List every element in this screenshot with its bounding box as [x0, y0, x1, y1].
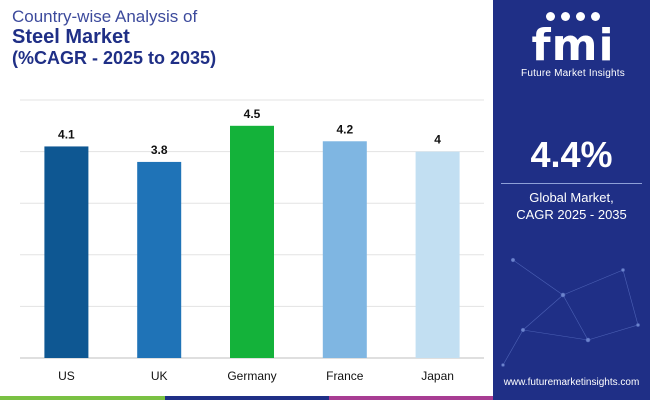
bar-france	[322, 141, 367, 358]
fmi-logo: fmi Future Market Insights	[513, 10, 633, 79]
data-label-germany: 4.5	[244, 107, 261, 121]
x-tick-france: France	[326, 369, 364, 383]
chart-title: Country-wise Analysis of Steel Market (%…	[12, 6, 216, 69]
logo-icons	[513, 12, 633, 22]
logo-subtitle: Future Market Insights	[521, 68, 625, 79]
bar-germany	[230, 125, 274, 358]
bar-us	[44, 146, 89, 358]
bar-uk	[137, 161, 182, 358]
bar-japan	[415, 151, 460, 358]
title-line-3: (%CAGR - 2025 to 2035)	[12, 48, 217, 68]
x-tick-us: US	[58, 369, 75, 383]
x-tick-uk: UK	[151, 369, 168, 383]
website-url: www.futuremarketinsights.com	[503, 377, 640, 388]
global-cagr-note: Global Market, CAGR 2025 - 2035	[493, 189, 650, 223]
data-label-us: 4.1	[58, 127, 75, 141]
bottom-accent-bar	[0, 396, 493, 400]
data-label-uk: 3.8	[151, 143, 168, 157]
global-cagr-value: 4.4%	[530, 134, 613, 175]
data-label-france: 4.2	[336, 122, 353, 136]
bar-chart: 4.1 US 3.8 UK 4.5 Germany 4.2 France 4 Japan	[20, 99, 484, 383]
data-label-japan: 4	[434, 133, 441, 147]
network-decoration	[501, 257, 640, 367]
sidebar-panel: fmi Future Market Insights 4.4% Global M…	[493, 0, 650, 400]
x-tick-germany: Germany	[227, 369, 276, 383]
logo-mark: fmi	[531, 20, 615, 71]
title-line-2: Steel Market	[12, 26, 130, 48]
title-line-1: Country-wise Analysis of	[12, 7, 198, 26]
note-line-1: Global Market,	[529, 190, 614, 205]
x-tick-japan: Japan	[421, 369, 454, 383]
note-line-2: CAGR 2025 - 2035	[516, 207, 627, 222]
divider	[501, 183, 642, 184]
